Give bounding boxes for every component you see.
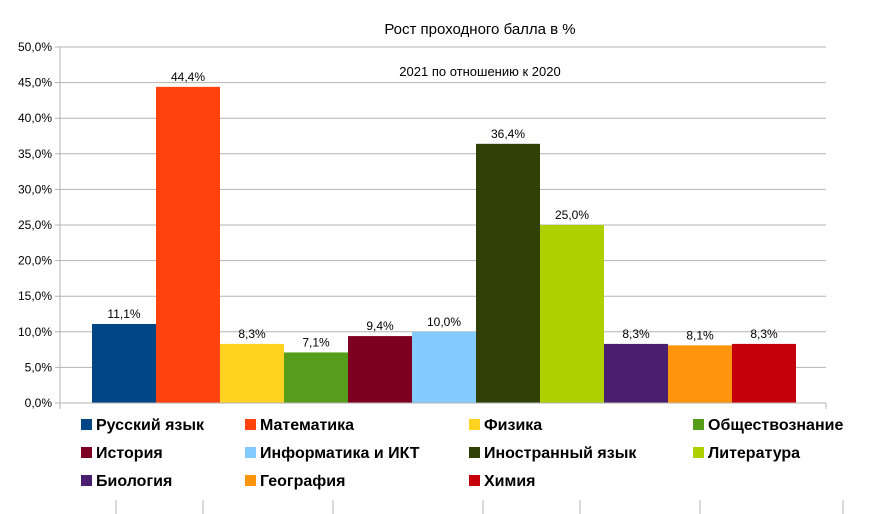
data-labels: 11,1% 44,4% 8,3% 7,1% 9,4% 10,0% 36,4% 25,0% 8,3… bbox=[107, 70, 778, 350]
legend-label: География bbox=[260, 473, 345, 490]
data-label: 25,0% bbox=[555, 208, 589, 222]
y-tick-label: 35,0% bbox=[18, 147, 52, 161]
data-label: 8,3% bbox=[750, 327, 778, 341]
y-tick-label: 50,0% bbox=[18, 40, 52, 54]
bar bbox=[668, 345, 732, 403]
y-tick-label: 10,0% bbox=[18, 325, 52, 339]
chart-subtitle: 2021 по отношению к 2020 bbox=[399, 64, 560, 79]
data-label: 11,1% bbox=[107, 307, 140, 321]
data-label: 9,4% bbox=[366, 319, 394, 333]
data-label: 8,3% bbox=[238, 327, 266, 341]
bar bbox=[540, 225, 604, 403]
legend-swatch bbox=[245, 475, 256, 486]
bar bbox=[92, 323, 156, 403]
legend-label: История bbox=[96, 445, 163, 462]
legend-swatch bbox=[693, 419, 704, 430]
data-label: 8,1% bbox=[686, 328, 714, 342]
legend-label: Математика bbox=[260, 417, 354, 434]
y-tick-label: 0,0% bbox=[25, 396, 53, 410]
y-tick-label: 30,0% bbox=[18, 182, 52, 196]
y-tick-label: 5,0% bbox=[25, 360, 53, 374]
y-tick-label: 20,0% bbox=[18, 254, 52, 268]
legend-swatch bbox=[81, 475, 92, 486]
data-label: 7,1% bbox=[302, 335, 330, 349]
data-label: 8,3% bbox=[622, 327, 650, 341]
bar bbox=[220, 343, 284, 403]
legend-label: Физика bbox=[484, 417, 542, 434]
y-tick-label: 40,0% bbox=[18, 111, 52, 125]
chart-title: Рост проходного балла в % bbox=[384, 21, 575, 38]
legend-label: Информатика и ИКТ bbox=[260, 445, 420, 462]
bar bbox=[156, 86, 220, 403]
legend-label: Биология bbox=[96, 473, 172, 490]
bars bbox=[92, 86, 796, 403]
legend-label: Химия bbox=[484, 473, 536, 490]
data-label: 36,4% bbox=[491, 127, 525, 141]
y-tick-label: 25,0% bbox=[18, 218, 52, 232]
y-axis-ticks: 0,0% 5,0% 10,0% 15,0% 20,0% 25,0% 30,0% 35,0% 40… bbox=[18, 40, 60, 410]
legend-swatch bbox=[469, 447, 480, 458]
legend: Русский язык Математика Физика Обществознан… bbox=[81, 417, 844, 514]
bar bbox=[412, 331, 476, 403]
legend-label: Литература bbox=[708, 445, 800, 462]
bar bbox=[476, 143, 540, 403]
legend-swatch bbox=[81, 447, 92, 458]
data-label: 10,0% bbox=[427, 315, 461, 329]
legend-label: Иностранный язык bbox=[484, 445, 637, 462]
legend-swatch bbox=[81, 419, 92, 430]
bar bbox=[732, 343, 796, 403]
bar bbox=[348, 336, 412, 403]
legend-swatch bbox=[693, 447, 704, 458]
legend-label: Русский язык bbox=[96, 417, 205, 434]
legend-swatch bbox=[469, 419, 480, 430]
bar bbox=[284, 352, 348, 403]
y-tick-label: 15,0% bbox=[18, 289, 52, 303]
data-label: 44,4% bbox=[171, 70, 205, 84]
bar bbox=[604, 343, 668, 403]
legend-swatch bbox=[245, 419, 256, 430]
y-tick-label: 45,0% bbox=[18, 76, 52, 90]
legend-label: Обществознание bbox=[708, 417, 843, 434]
legend-swatch bbox=[245, 447, 256, 458]
legend-swatch bbox=[469, 475, 480, 486]
